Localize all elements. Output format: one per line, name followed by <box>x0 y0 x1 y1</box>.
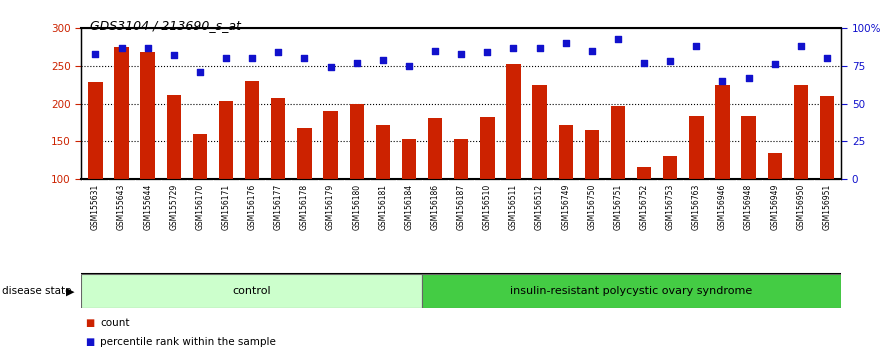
Bar <box>245 81 259 254</box>
Bar <box>350 104 364 254</box>
Bar <box>585 130 599 254</box>
Bar <box>480 117 494 254</box>
Point <box>298 56 312 61</box>
Bar <box>88 82 102 254</box>
Bar <box>271 97 285 254</box>
Bar <box>193 133 207 254</box>
Bar <box>218 101 233 254</box>
Point <box>245 56 259 61</box>
Bar <box>428 118 442 254</box>
Text: GSM155631: GSM155631 <box>91 183 100 230</box>
Text: GSM156512: GSM156512 <box>535 183 544 230</box>
Text: GSM156751: GSM156751 <box>613 183 623 230</box>
Point <box>115 45 129 51</box>
Point <box>611 36 625 42</box>
Point <box>742 75 756 81</box>
Bar <box>532 85 547 254</box>
Text: GSM156511: GSM156511 <box>509 183 518 230</box>
Text: GSM156948: GSM156948 <box>744 183 753 230</box>
Point <box>350 60 364 66</box>
Text: GSM156510: GSM156510 <box>483 183 492 230</box>
Point <box>559 41 573 46</box>
Text: percentile rank within the sample: percentile rank within the sample <box>100 337 277 348</box>
Point <box>689 44 703 49</box>
Bar <box>663 156 677 254</box>
Text: ■: ■ <box>85 318 94 328</box>
Point <box>715 78 729 84</box>
Bar <box>115 47 129 254</box>
Bar <box>767 153 782 254</box>
Text: GDS3104 / 213690_s_at: GDS3104 / 213690_s_at <box>90 19 241 33</box>
Bar <box>454 139 469 254</box>
Text: GSM156179: GSM156179 <box>326 183 335 230</box>
Point <box>507 45 521 51</box>
Text: GSM155643: GSM155643 <box>117 183 126 230</box>
Bar <box>611 106 626 254</box>
Bar <box>297 128 312 254</box>
Point <box>585 48 599 54</box>
Text: GSM156186: GSM156186 <box>431 183 440 230</box>
Bar <box>794 85 808 254</box>
Text: insulin-resistant polycystic ovary syndrome: insulin-resistant polycystic ovary syndr… <box>510 286 752 296</box>
Point <box>454 51 468 57</box>
Bar <box>742 116 756 254</box>
Text: GSM156176: GSM156176 <box>248 183 256 230</box>
Bar <box>402 139 416 254</box>
Text: GSM156753: GSM156753 <box>666 183 675 230</box>
Point <box>219 56 233 61</box>
Text: GSM156184: GSM156184 <box>404 183 413 230</box>
Bar <box>375 125 390 254</box>
Bar <box>422 274 841 308</box>
Bar <box>323 111 337 254</box>
Text: GSM156749: GSM156749 <box>561 183 570 230</box>
Bar <box>81 274 422 308</box>
Point <box>663 58 677 64</box>
Point <box>637 60 651 66</box>
Point <box>767 62 781 67</box>
Bar <box>140 52 155 254</box>
Text: GSM156180: GSM156180 <box>352 183 361 230</box>
Text: GSM155644: GSM155644 <box>144 183 152 230</box>
Bar <box>507 64 521 254</box>
Bar <box>689 116 704 254</box>
Point <box>532 45 546 51</box>
Text: GSM156950: GSM156950 <box>796 183 805 230</box>
Point <box>820 56 834 61</box>
Text: GSM156763: GSM156763 <box>692 183 701 230</box>
Bar <box>167 95 181 254</box>
Bar <box>559 125 573 254</box>
Point <box>376 57 390 63</box>
Point <box>402 63 416 69</box>
Point <box>271 50 285 55</box>
Text: GSM156949: GSM156949 <box>770 183 779 230</box>
Point <box>193 69 207 75</box>
Bar <box>715 85 729 254</box>
Point <box>794 44 808 49</box>
Text: disease state: disease state <box>2 286 71 296</box>
Bar <box>820 96 834 254</box>
Text: GSM156946: GSM156946 <box>718 183 727 230</box>
Text: ■: ■ <box>85 337 94 348</box>
Text: GSM155729: GSM155729 <box>169 183 178 230</box>
Point <box>141 45 155 51</box>
Text: GSM156171: GSM156171 <box>221 183 231 230</box>
Text: GSM156181: GSM156181 <box>378 183 388 229</box>
Text: GSM156177: GSM156177 <box>274 183 283 230</box>
Point <box>480 50 494 55</box>
Text: count: count <box>100 318 130 328</box>
Point <box>428 48 442 54</box>
Text: GSM156187: GSM156187 <box>456 183 466 230</box>
Text: GSM156750: GSM156750 <box>588 183 596 230</box>
Point <box>167 53 181 58</box>
Point <box>323 64 337 70</box>
Bar <box>637 167 651 254</box>
Text: GSM156951: GSM156951 <box>823 183 832 230</box>
Text: ▶: ▶ <box>66 286 75 296</box>
Text: GSM156178: GSM156178 <box>300 183 309 230</box>
Text: GSM156752: GSM156752 <box>640 183 648 230</box>
Text: control: control <box>233 286 270 296</box>
Text: GSM156170: GSM156170 <box>196 183 204 230</box>
Point <box>88 51 102 57</box>
